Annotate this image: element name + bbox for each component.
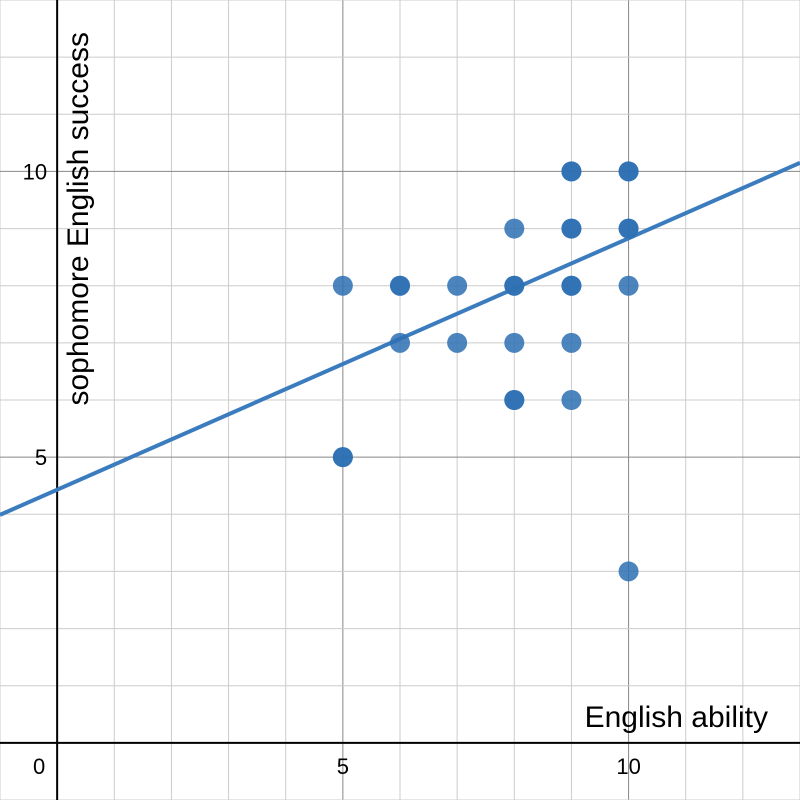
data-point xyxy=(332,275,353,296)
y-tick-label: 5 xyxy=(35,445,47,470)
data-point xyxy=(561,218,582,239)
data-point xyxy=(561,275,582,296)
x-axis-label: English ability xyxy=(585,701,768,734)
data-point xyxy=(561,332,582,353)
x-tick-label: 0 xyxy=(33,754,45,779)
x-tick-label: 5 xyxy=(337,754,349,779)
y-tick-label: 10 xyxy=(23,159,47,184)
x-tick-label: 10 xyxy=(616,754,640,779)
data-point xyxy=(332,447,353,468)
data-point xyxy=(618,218,639,239)
data-point xyxy=(447,275,468,296)
data-point xyxy=(504,332,525,353)
data-point xyxy=(390,275,410,296)
data-point xyxy=(618,161,639,182)
data-point xyxy=(504,275,525,296)
data-point xyxy=(561,161,582,182)
data-point xyxy=(504,390,525,410)
data-point xyxy=(390,332,410,353)
data-point xyxy=(447,332,468,353)
y-axis-label: sophomore English success xyxy=(62,32,95,406)
data-point xyxy=(561,390,582,410)
data-point xyxy=(618,275,639,296)
data-point xyxy=(504,218,525,239)
data-point xyxy=(618,561,639,582)
